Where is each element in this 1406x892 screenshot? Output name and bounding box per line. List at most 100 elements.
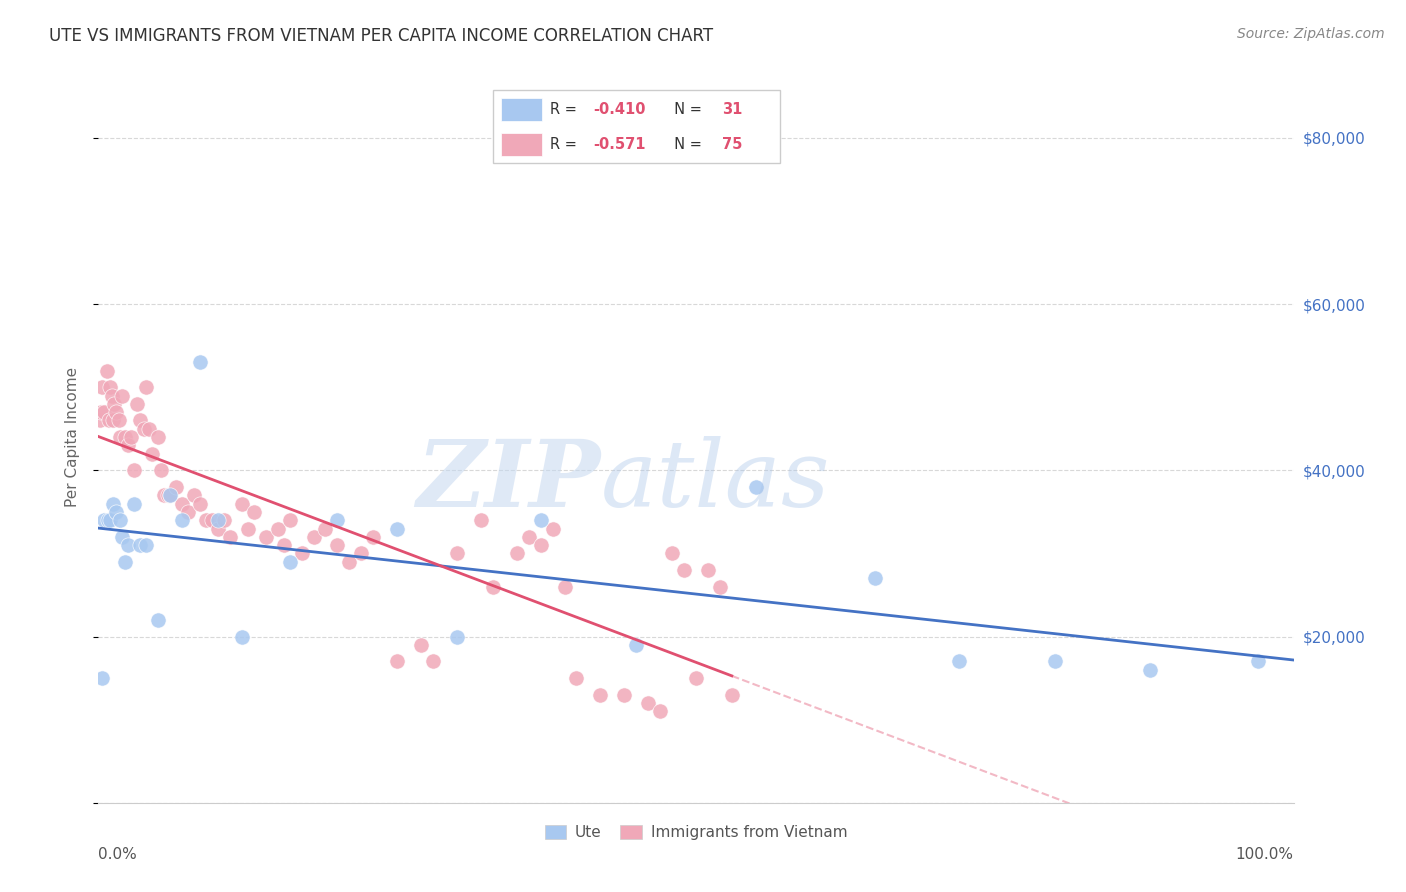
Point [159, 488, 181, 502]
Point [108, 430, 131, 444]
Point [159, 488, 181, 502]
Point [673, 563, 696, 577]
Point [103, 397, 125, 411]
Point [129, 413, 152, 427]
Point [554, 580, 576, 594]
Point [132, 422, 155, 436]
Point [124, 497, 146, 511]
Point [948, 655, 970, 669]
Point [107, 413, 129, 427]
Point [141, 447, 163, 461]
Point [96, 363, 118, 377]
Point [613, 688, 636, 702]
Point [709, 580, 731, 594]
Point [148, 613, 170, 627]
Point [93, 405, 115, 419]
Point [697, 563, 720, 577]
Point [188, 355, 211, 369]
Point [114, 555, 136, 569]
Point [363, 530, 385, 544]
Point [135, 538, 157, 552]
Point [326, 538, 349, 552]
Point [1247, 655, 1270, 669]
Point [315, 521, 337, 535]
Point [650, 705, 672, 719]
Point [865, 571, 887, 585]
Legend: Ute, Immigrants from Vietnam: Ute, Immigrants from Vietnam [538, 819, 853, 847]
Point [565, 671, 588, 685]
Point [100, 388, 122, 402]
Point [91, 671, 114, 685]
Point [207, 521, 229, 535]
Point [589, 688, 612, 702]
Point [120, 430, 142, 444]
Point [685, 671, 707, 685]
Point [98, 513, 122, 527]
Point [231, 497, 253, 511]
Point [129, 538, 152, 552]
Point [135, 380, 157, 394]
Point [530, 513, 553, 527]
Text: atlas: atlas [600, 436, 830, 526]
Point [446, 546, 468, 560]
Point [101, 497, 124, 511]
Point [541, 521, 564, 535]
Point [111, 530, 134, 544]
Point [350, 546, 373, 560]
Point [148, 430, 170, 444]
Point [91, 380, 114, 394]
Point [93, 513, 115, 527]
Point [267, 521, 290, 535]
Point [172, 513, 194, 527]
Point [105, 505, 128, 519]
Point [470, 513, 492, 527]
Point [236, 521, 259, 535]
Point [124, 463, 146, 477]
Point [302, 530, 325, 544]
Text: 0.0%: 0.0% [98, 847, 138, 862]
Point [111, 388, 134, 402]
Point [243, 505, 266, 519]
Point [385, 655, 409, 669]
Point [745, 480, 768, 494]
Point [637, 696, 659, 710]
Point [188, 497, 211, 511]
Point [661, 546, 683, 560]
Text: Source: ZipAtlas.com: Source: ZipAtlas.com [1237, 27, 1385, 41]
Point [153, 488, 176, 502]
Point [411, 638, 433, 652]
Point [278, 513, 301, 527]
Point [201, 513, 224, 527]
Point [446, 630, 468, 644]
Point [254, 530, 277, 544]
Point [278, 555, 301, 569]
Point [1139, 663, 1161, 677]
Text: ZIP: ZIP [416, 436, 600, 526]
Point [98, 380, 122, 394]
Point [90, 405, 112, 419]
Point [125, 397, 148, 411]
Point [1043, 655, 1066, 669]
Point [506, 546, 529, 560]
Point [97, 513, 120, 527]
Point [212, 513, 235, 527]
Point [117, 438, 139, 452]
Point [114, 430, 136, 444]
Point [626, 638, 648, 652]
Point [117, 538, 139, 552]
Point [138, 422, 160, 436]
Point [101, 413, 124, 427]
Point [482, 580, 505, 594]
Point [156, 488, 179, 502]
Point [339, 555, 361, 569]
Point [517, 530, 540, 544]
Point [231, 630, 253, 644]
Point [98, 413, 121, 427]
Point [149, 463, 172, 477]
Point [89, 413, 111, 427]
Point [273, 538, 295, 552]
Point [172, 497, 194, 511]
Text: 100.0%: 100.0% [1236, 847, 1294, 862]
Point [207, 513, 229, 527]
Point [721, 688, 744, 702]
